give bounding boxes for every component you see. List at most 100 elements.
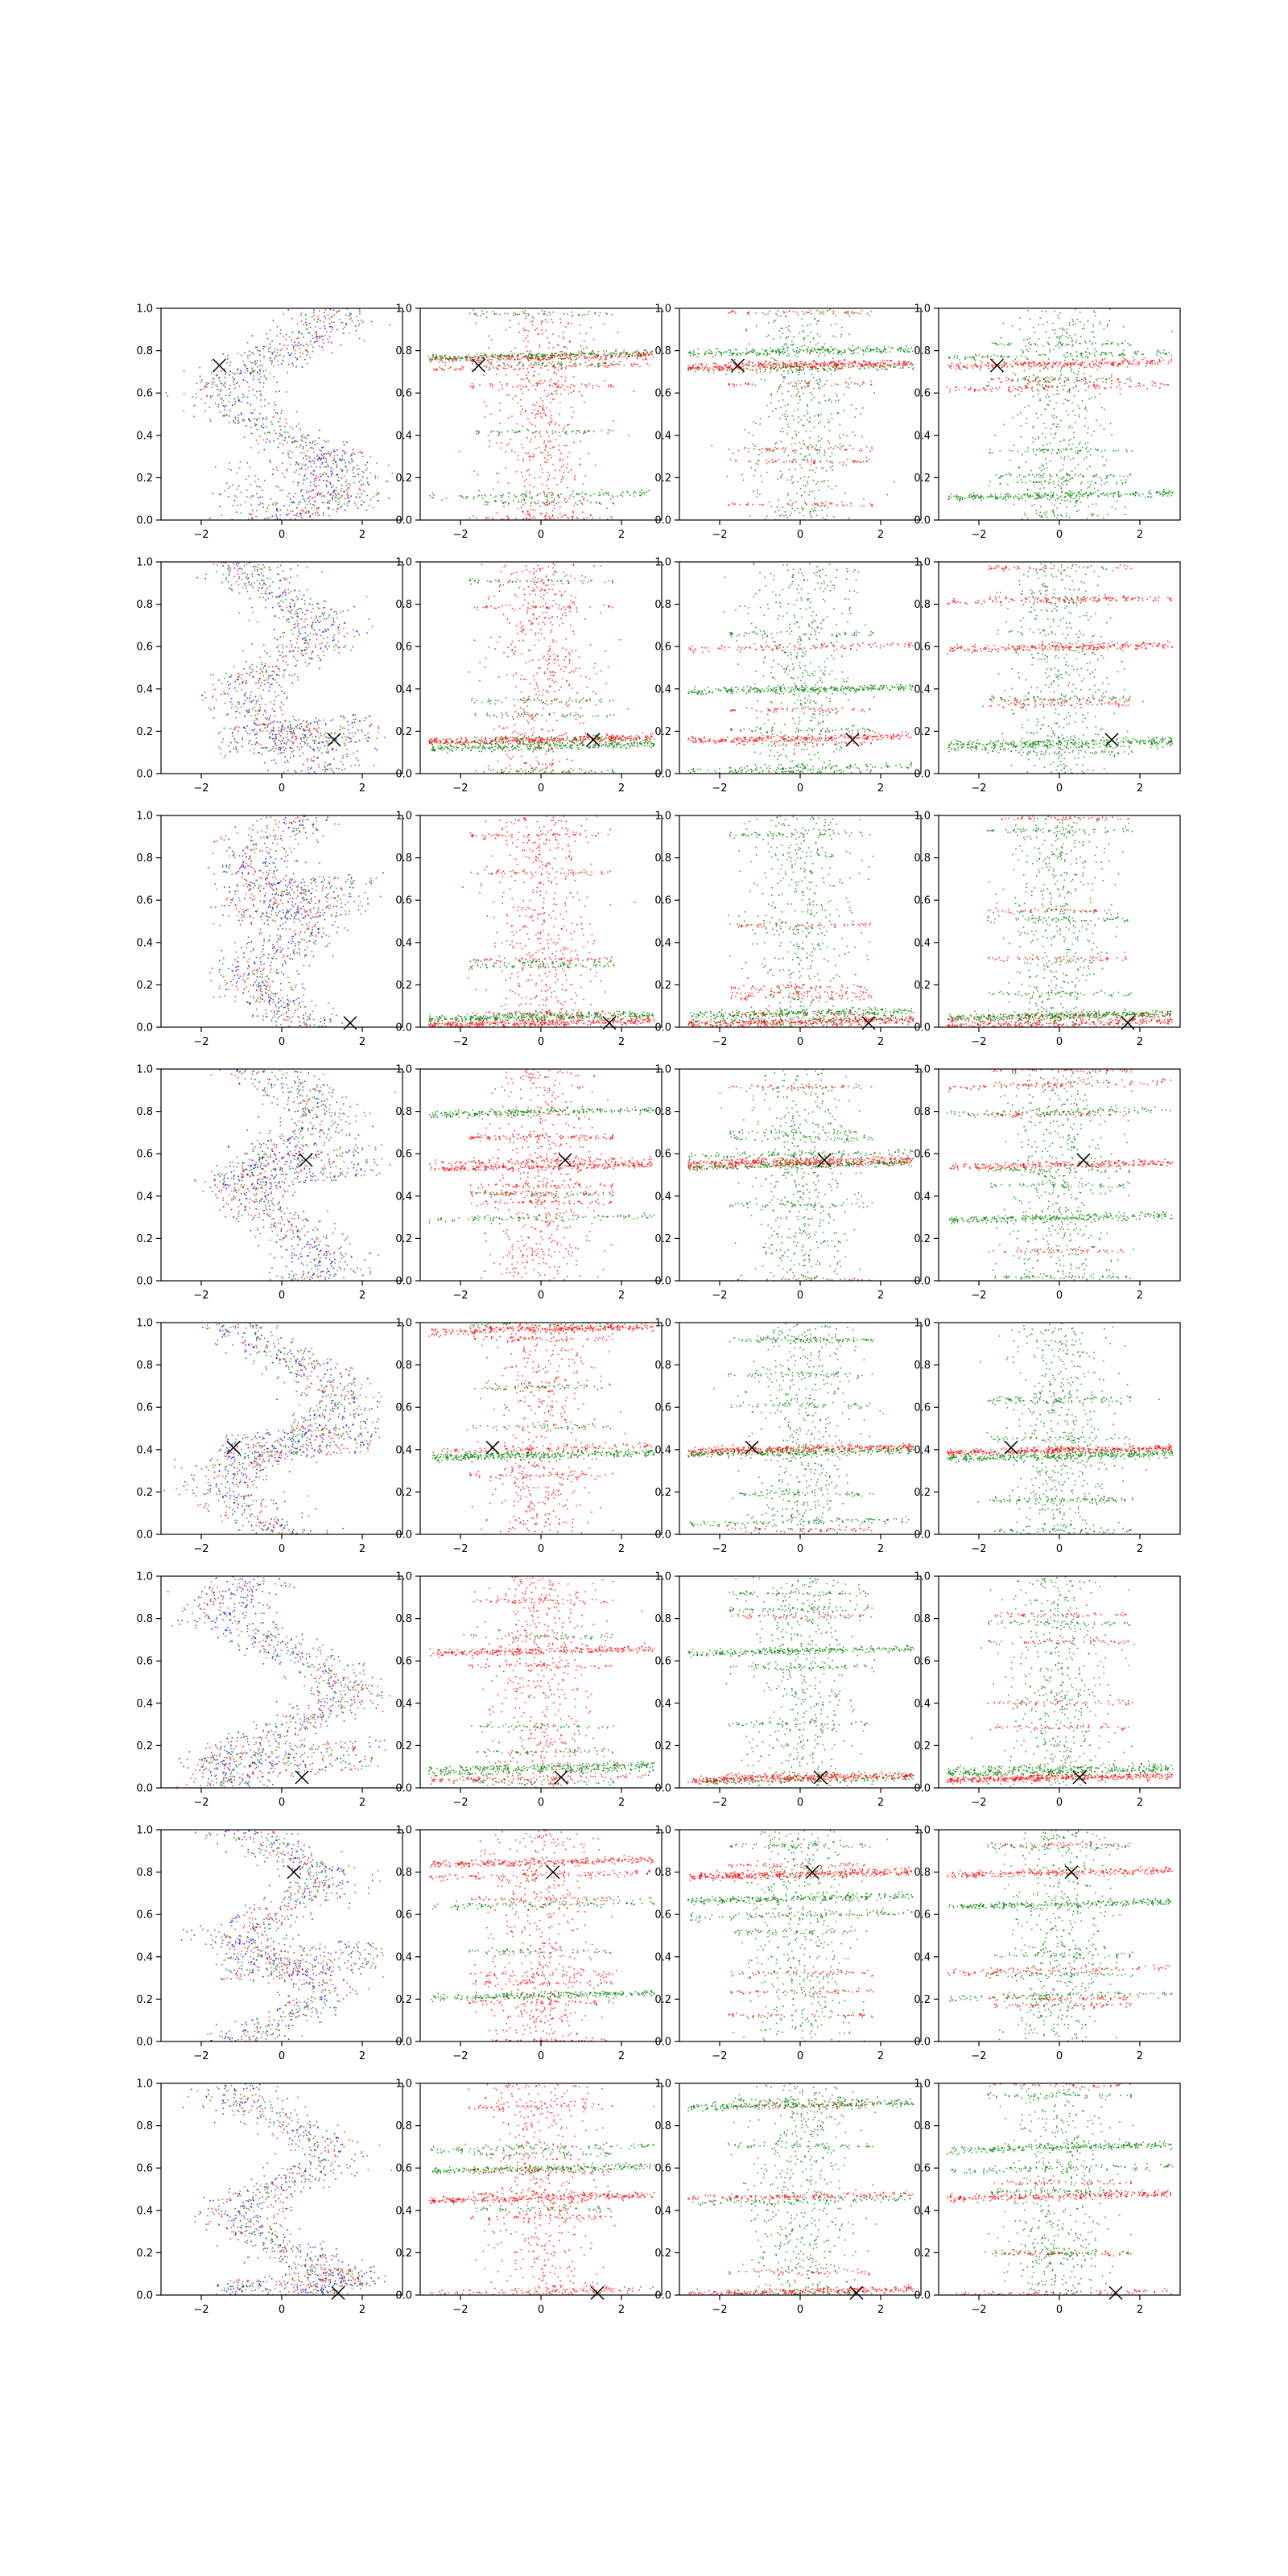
- scatter-point: [488, 335, 490, 337]
- scatter-point: [1071, 337, 1073, 340]
- marker-x: [471, 358, 486, 373]
- scatter-point: [282, 489, 283, 492]
- scatter-point: [620, 494, 621, 496]
- scatter-point: [431, 359, 433, 361]
- scatter-point: [322, 338, 324, 341]
- scatter-point: [529, 491, 530, 493]
- scatter-point: [533, 354, 535, 356]
- scatter-point: [455, 369, 456, 371]
- scatter-point: [568, 423, 570, 426]
- scatter-point: [560, 375, 563, 378]
- scatter-point: [467, 496, 469, 497]
- scatter-point: [369, 456, 372, 458]
- scatter-point: [583, 348, 584, 350]
- scatter-point: [257, 349, 258, 351]
- scatter-point: [1040, 414, 1042, 416]
- scatter-point: [856, 348, 858, 349]
- scatter-point: [578, 390, 580, 393]
- scatter-point: [693, 352, 695, 353]
- scatter-point: [316, 321, 318, 323]
- scatter-point: [501, 497, 503, 499]
- scatter-point: [566, 433, 568, 435]
- scatter-point: [454, 369, 456, 370]
- scatter-point: [1095, 359, 1097, 361]
- scatter-point: [304, 321, 307, 324]
- scatter-point: [794, 510, 795, 512]
- scatter-point: [316, 510, 318, 512]
- scatter-point: [1057, 514, 1059, 516]
- scatter-point: [1128, 363, 1129, 365]
- scatter-point: [797, 369, 799, 370]
- scatter-point: [546, 461, 547, 463]
- scatter-point: [992, 365, 994, 367]
- scatter-point: [832, 448, 834, 450]
- scatter-point: [1100, 367, 1101, 369]
- scatter-point: [809, 491, 811, 493]
- scatter-point: [251, 370, 254, 372]
- scatter-point: [580, 383, 583, 385]
- scatter-point: [766, 354, 767, 357]
- scatter-point: [726, 367, 728, 369]
- scatter-point: [523, 329, 526, 331]
- scatter-point: [341, 494, 343, 497]
- scatter-point: [1079, 442, 1081, 444]
- scatter-point: [856, 461, 858, 463]
- scatter-point: [873, 363, 874, 365]
- scatter-point: [836, 505, 838, 506]
- scatter-point: [865, 364, 867, 366]
- scatter-point: [328, 491, 329, 493]
- scatter-point: [734, 312, 737, 314]
- scatter-point: [452, 358, 453, 360]
- scatter-point: [745, 504, 748, 506]
- scatter-point: [522, 510, 523, 513]
- scatter-point: [288, 354, 291, 356]
- scatter-point: [1080, 502, 1082, 503]
- scatter-point: [535, 404, 537, 407]
- scatter-point: [528, 514, 530, 516]
- scatter-point: [493, 356, 494, 357]
- scatter-point: [825, 349, 828, 350]
- scatter-point: [832, 312, 834, 315]
- scatter-point: [537, 364, 539, 365]
- scatter-point: [865, 351, 867, 353]
- scatter-point: [541, 483, 543, 485]
- scatter-point: [646, 353, 648, 354]
- scatter-point: [807, 412, 809, 415]
- scatter-point: [1059, 477, 1061, 479]
- scatter-point: [562, 355, 564, 357]
- scatter-point: [483, 365, 485, 367]
- scatter-point: [949, 365, 951, 368]
- scatter-point: [258, 349, 260, 352]
- scatter-point: [232, 404, 233, 406]
- scatter-point: [584, 353, 586, 355]
- scatter-point: [570, 353, 572, 354]
- scatter-point: [639, 365, 641, 368]
- scatter-point: [306, 349, 308, 352]
- scatter-point: [1024, 362, 1026, 365]
- scatter-point: [315, 501, 317, 503]
- scatter-point: [887, 364, 889, 366]
- scatter-point: [980, 367, 982, 369]
- scatter-point: [814, 503, 816, 505]
- scatter-point: [528, 355, 530, 357]
- scatter-point: [814, 415, 815, 417]
- scatter-point: [607, 428, 609, 431]
- scatter-point: [309, 516, 311, 518]
- scatter-point: [564, 353, 566, 355]
- scatter-point: [581, 314, 584, 316]
- scatter-point: [489, 358, 491, 360]
- scatter-point: [303, 345, 304, 347]
- scatter-point: [853, 349, 855, 351]
- scatter-point: [873, 392, 875, 394]
- scatter-point: [555, 431, 556, 433]
- scatter-point: [772, 410, 774, 412]
- scatter-point: [316, 493, 319, 496]
- scatter-point: [461, 357, 464, 360]
- scatter-point: [774, 460, 776, 463]
- scatter-point: [828, 421, 830, 423]
- scatter-point: [259, 350, 261, 352]
- scatter-point: [551, 393, 552, 394]
- scatter-point: [513, 312, 514, 313]
- scatter-point: [588, 365, 590, 366]
- scatter-point: [794, 430, 796, 432]
